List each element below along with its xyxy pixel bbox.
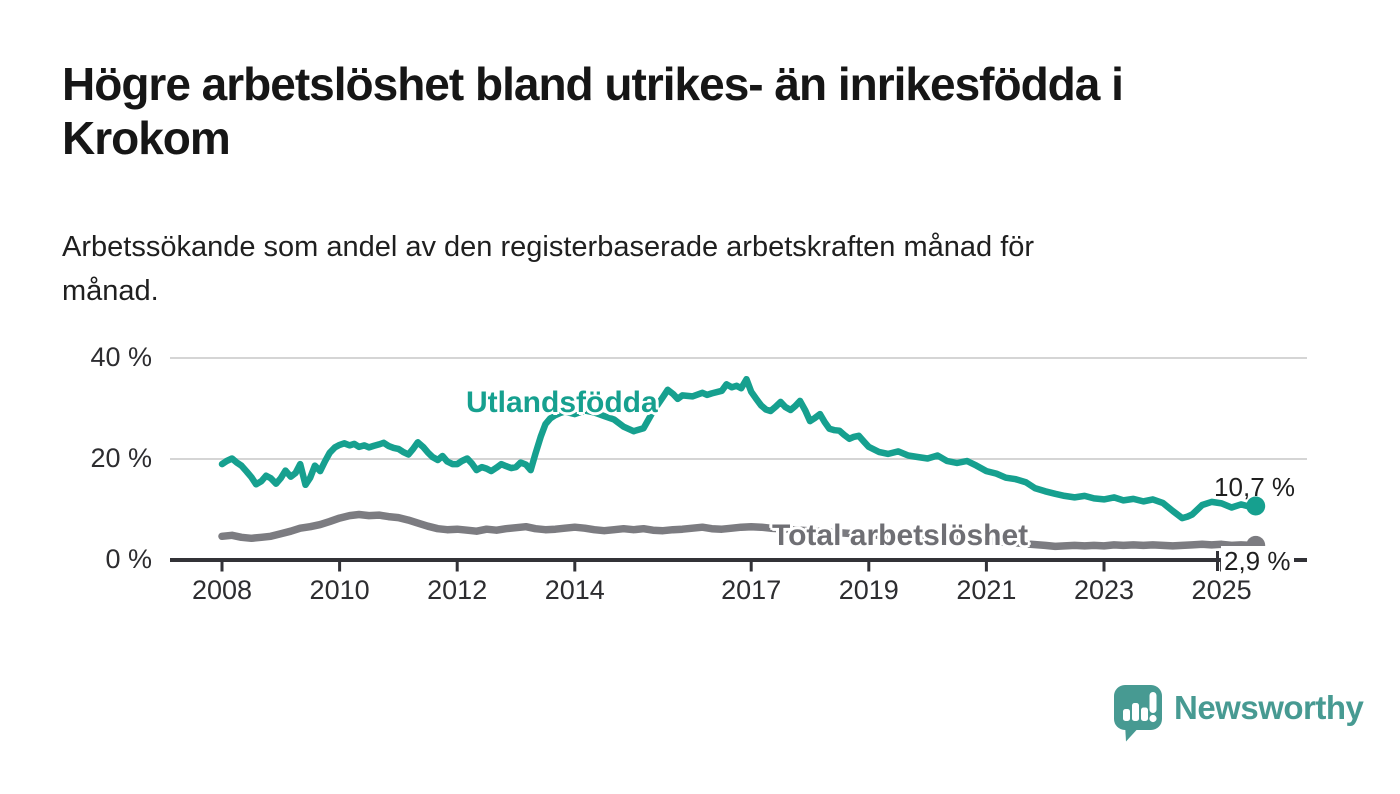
end-value-label-total: 2,9 % — [1221, 546, 1294, 577]
x-axis-label-2008: 2008 — [191, 575, 253, 605]
x-axis-label-2025: 2025 — [1191, 575, 1252, 605]
y-axis-label-0: 0 % — [105, 544, 152, 574]
y-axis-label-20: 20 % — [90, 443, 152, 473]
newsworthy-logo: Newsworthy — [1113, 684, 1364, 742]
series-line-utlandsfodda — [218, 375, 1259, 522]
series-label-utlandsfodda: Utlandsfödda — [466, 386, 658, 419]
chart-title: Högre arbetslöshet bland utrikes- än inr… — [62, 58, 1124, 164]
x-axis-label-2010: 2010 — [309, 575, 370, 605]
y-axis-label-40: 40 % — [90, 342, 152, 372]
series-label-total-arbetsloshet: Total arbetslöshet — [772, 519, 1029, 552]
end-value-label-utlandsfodda: 10,7 % — [1214, 472, 1295, 502]
x-axis-label-2012: 2012 — [427, 575, 488, 605]
series-line-total — [218, 510, 1260, 551]
newsworthy-wordmark: Newsworthy — [1174, 689, 1364, 726]
x-axis-label-2023: 2023 — [1073, 575, 1135, 605]
newsworthy-logo-icon — [1114, 685, 1162, 742]
chart-subtitle: Arbetssökande som andel av den registerb… — [62, 231, 1035, 307]
x-axis-label-2019: 2019 — [838, 575, 899, 605]
x-axis-label-2021: 2021 — [956, 575, 1017, 605]
x-axis-label-2017: 2017 — [721, 575, 782, 605]
x-axis-label-2014: 2014 — [544, 575, 605, 605]
end-label-leader-line — [1216, 551, 1219, 571]
